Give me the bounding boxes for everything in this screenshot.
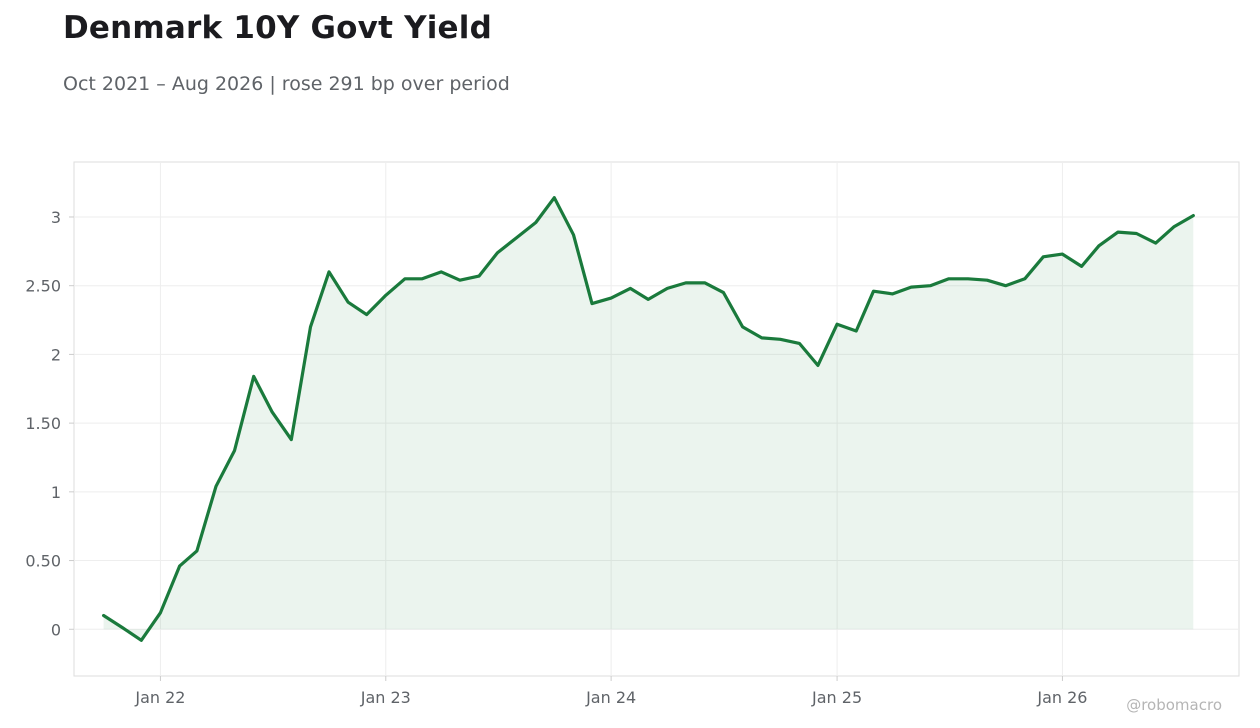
data-point [214,485,218,488]
chart-subtitle: Oct 2021 – Aug 2026 | rose 291 bp over p… [63,73,510,95]
data-point [384,294,387,297]
data-point [835,323,839,326]
data-point [629,287,632,290]
data-point [1116,230,1120,234]
data-point [496,251,499,254]
data-point [271,410,274,414]
grid-lines [74,162,1239,676]
data-point [534,221,537,224]
data-point [309,325,312,329]
data-point [440,270,443,274]
data-point [121,626,125,630]
data-point [140,639,143,642]
data-point [102,614,105,617]
data-point [346,301,350,304]
data-point [872,290,875,293]
data-point [891,292,894,296]
data-point [779,338,782,341]
data-point [666,287,669,290]
x-axis-ticks: Jan 22 Jan 23 Jan 24 Jan 25 Jan 26 [134,676,1087,707]
data-point [178,564,181,568]
chart-title: Denmark 10Y Govt Yield [63,10,493,46]
data-point [233,449,236,452]
x-tick-label: Jan 23 [360,688,411,707]
data-point [1023,277,1026,280]
data-point [741,325,744,329]
data-point [421,277,424,280]
data-point [477,274,481,278]
data-point [855,329,858,333]
data-point [722,291,725,294]
data-point [798,342,801,345]
data-point [1061,252,1064,256]
series-area-fill [103,197,1194,641]
data-point [760,336,763,340]
area-layer [102,196,1195,642]
x-tick-label: Jan 24 [585,688,636,707]
y-tick-label: 0.50 [25,552,61,571]
y-tick-label: 0 [51,620,61,639]
data-point [159,611,162,614]
data-point [1097,244,1101,247]
y-tick-label: 3 [51,208,61,227]
data-point [684,281,687,285]
data-point [1042,255,1045,258]
data-point [290,438,293,441]
plot-frame [73,161,1240,677]
data-point [816,364,820,367]
watermark-text: @robomacro [1126,696,1222,714]
x-tick-label: Jan 22 [134,688,185,707]
data-point [1135,232,1138,235]
data-point [1192,214,1195,217]
data-point [515,236,518,239]
y-axis-ticks: 0 0.50 1 1.50 2 2.50 3 [25,208,74,639]
data-point [365,313,368,316]
data-point [458,279,462,282]
data-point [1004,284,1007,287]
data-point [1080,265,1083,268]
data-point [966,277,970,280]
x-tick-label: Jan 25 [811,688,862,707]
y-tick-label: 2.50 [25,277,61,296]
data-point [1154,241,1157,245]
data-point [572,233,575,236]
data-point [252,375,255,378]
data-point [327,270,331,274]
data-point [553,196,556,199]
y-tick-label: 1 [51,483,61,502]
data-point [647,298,650,301]
data-point [403,277,407,280]
data-point [947,277,950,280]
data-point [195,549,199,553]
data-point [609,296,613,300]
y-tick-label: 1.50 [25,414,61,433]
data-point [985,279,989,282]
data-point [929,284,932,287]
data-point [910,285,913,289]
data-point [590,302,594,305]
data-point [1173,225,1176,228]
x-tick-label: Jan 26 [1036,688,1087,707]
y-tick-label: 2 [51,345,61,364]
data-point [703,281,707,285]
